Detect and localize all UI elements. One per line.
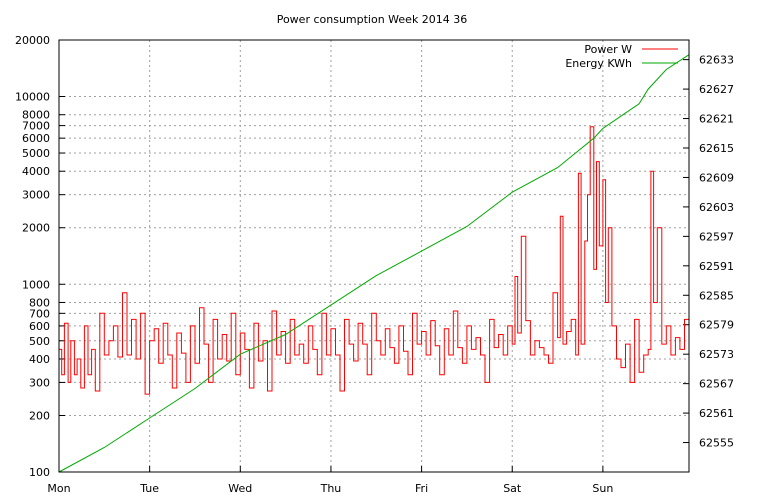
legend-label-power: Power W xyxy=(584,43,632,56)
legend: Power W Energy KWh xyxy=(565,43,678,70)
left-axis-tick-label: 500 xyxy=(29,335,50,348)
grid xyxy=(59,40,689,472)
right-axis-tick-label: 62627 xyxy=(699,83,734,96)
left-axis-tick-label: 10000 xyxy=(15,91,50,104)
right-axis-tick-label: 62573 xyxy=(699,348,734,361)
series-power-line xyxy=(59,126,690,395)
x-axis-tick-label: Mon xyxy=(47,482,70,495)
right-axis-tick-label: 62615 xyxy=(699,142,734,155)
x-axis-tick-label: Wed xyxy=(228,482,252,495)
right-axis-tick-label: 62555 xyxy=(699,437,734,450)
right-axis-tick-label: 62609 xyxy=(699,171,734,184)
right-axis-tick-label: 62561 xyxy=(699,407,734,420)
left-axis-tick-label: 700 xyxy=(29,307,50,320)
left-axis-tick-label: 300 xyxy=(29,376,50,389)
left-axis-tick-label: 200 xyxy=(29,409,50,422)
left-axis-tick-label: 8000 xyxy=(22,109,50,122)
left-axis-tick-label: 800 xyxy=(29,296,50,309)
right-axis-tick-label: 62585 xyxy=(699,289,734,302)
plot-frame xyxy=(58,39,690,473)
right-axis-tick-label: 62621 xyxy=(699,113,734,126)
series-energy-line xyxy=(58,54,690,473)
left-axis-tick-label: 100 xyxy=(29,466,50,479)
right-axis-tick-label: 62633 xyxy=(699,54,734,67)
left-axis-tick-label: 600 xyxy=(29,320,50,333)
left-axis-tick-label: 2000 xyxy=(22,222,50,235)
chart-title: Power consumption Week 2014 36 xyxy=(277,13,468,26)
left-axis-tick-label: 400 xyxy=(29,353,50,366)
right-axis-tick-label: 62597 xyxy=(699,230,734,243)
x-axis-tick-label: Sun xyxy=(592,482,613,495)
left-axis-tick-label: 6000 xyxy=(22,132,50,145)
x-axis-tick-label: Thu xyxy=(320,482,342,495)
left-axis-tick-label: 3000 xyxy=(22,189,50,202)
right-axis-tick-label: 62579 xyxy=(699,319,734,332)
x-axis-tick-label: Fri xyxy=(415,482,428,495)
x-axis-tick-label: Sat xyxy=(503,482,522,495)
right-axis-tick-label: 62591 xyxy=(699,260,734,273)
right-axis-tick-label: 62567 xyxy=(699,378,734,391)
legend-label-energy: Energy KWh xyxy=(565,57,632,70)
right-axis-tick-label: 62603 xyxy=(699,201,734,214)
left-axis-tick-label: 5000 xyxy=(22,147,50,160)
left-axis-tick-label: 4000 xyxy=(22,165,50,178)
series-layer xyxy=(58,54,690,473)
left-axis-tick-label: 7000 xyxy=(22,120,50,133)
x-axis-tick-label: Tue xyxy=(139,482,159,495)
left-axis-tick-label: 1000 xyxy=(22,278,50,291)
left-axis-tick-label: 20000 xyxy=(15,34,50,47)
